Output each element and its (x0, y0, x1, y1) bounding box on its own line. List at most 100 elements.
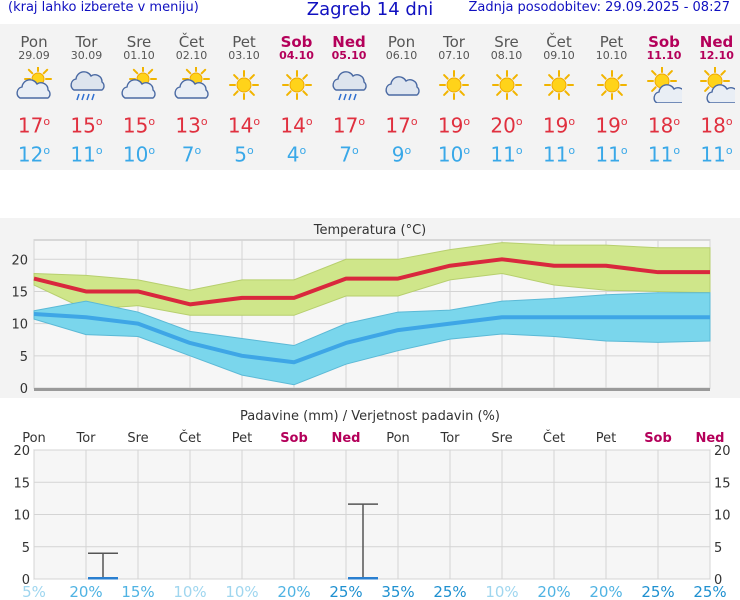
day-name: Sob (648, 33, 680, 51)
x-tick-label: Sob (280, 431, 308, 446)
precip-probability: 15% (121, 583, 154, 600)
day-column: Tor 07.10 19o 10o (428, 24, 480, 165)
day-date: 10.10 (595, 49, 628, 62)
y-tick-label: 15 (11, 285, 28, 300)
sun-icon (229, 70, 259, 100)
x-tick-label: Ned (695, 431, 724, 446)
day-column: Pet 10.10 19o 11o (586, 24, 638, 165)
y-tick-label: 5 (20, 350, 28, 365)
y-tick-label: 10 (13, 509, 30, 524)
min-temp: 10o (122, 142, 156, 167)
day-date: 03.10 (228, 49, 260, 62)
day-name: Ned (332, 33, 366, 51)
min-temp: 11o (647, 142, 681, 167)
x-tick-label: Čet (543, 430, 565, 446)
day-name: Tor (75, 33, 98, 51)
chart-title: Padavine (mm) / Verjetnost padavin (%) (240, 409, 500, 424)
precip-probability: 20% (69, 583, 102, 600)
min-temp: 11o (70, 142, 103, 167)
max-temp-line (33, 257, 710, 307)
day-name: Sob (280, 33, 313, 51)
day-name: Pon (387, 33, 416, 51)
chart-title: Temperatura (°C) (313, 223, 426, 238)
x-axis-bar (34, 388, 710, 391)
day-date: 29.09 (18, 49, 50, 62)
day-date: 30.09 (70, 49, 103, 62)
precip-probability: 25% (693, 583, 726, 600)
day-date: 09.10 (543, 49, 575, 62)
min-temp: 11o (490, 142, 523, 167)
max-temp: 13o (175, 113, 208, 138)
min-temp: 7o (181, 142, 202, 167)
forecast-panel: Pon 29.09 17o 12o Tor 30.09 15o 11o Sre 01.10 15o 1… (0, 24, 740, 170)
day-date: 01.10 (123, 49, 155, 62)
cloud-sun-icon (16, 67, 52, 99)
y-tick-label: 20 (13, 444, 30, 459)
day-date: 06.10 (385, 49, 418, 62)
precip-probability: 20% (537, 583, 570, 600)
day-name: Tor (443, 33, 465, 51)
sun-icon (544, 70, 574, 100)
day-name: Čet (546, 33, 572, 51)
x-tick-label: Čet (179, 430, 201, 446)
day-column: Sre 01.10 15o 10o (113, 24, 165, 165)
min-temp: 7o (339, 142, 359, 167)
day-column: Čet 02.10 13o 7o (166, 24, 218, 165)
page-title: Zagreb 14 dni (306, 0, 434, 20)
precip-bar (88, 577, 118, 580)
y-tick-label-right: 5 (714, 541, 722, 556)
max-temp: 18o (647, 113, 681, 138)
y-tick-label: 5 (22, 541, 30, 556)
y-tick-label: 20 (11, 253, 28, 268)
min-temp: 11o (542, 142, 576, 167)
cloud-rain-icon (332, 71, 367, 101)
last-update-text: Zadnja posodobitev: 29.09.2025 - 08:27 (468, 0, 730, 15)
x-tick-label: Tor (75, 431, 96, 446)
max-temp: 19o (437, 113, 471, 138)
location-menu-note: (kraj lahko izberete v meniju) (8, 0, 199, 15)
precip-probability: 20% (277, 583, 310, 600)
y-tick-label: 0 (22, 573, 30, 588)
y-tick-label-right: 0 (714, 573, 722, 588)
cloud-rain-icon (69, 71, 105, 101)
cloud-sun-icon (121, 67, 157, 99)
day-column: Pon 06.10 17o 9o (376, 24, 428, 165)
max-temp: 20o (490, 113, 523, 138)
max-temp: 17o (385, 113, 418, 138)
y-tick-label: 10 (11, 318, 28, 333)
cloud-icon (384, 76, 420, 96)
precip-probability: 10% (225, 583, 258, 600)
day-name: Pon (20, 33, 48, 51)
precip-probability: 25% (641, 583, 674, 600)
x-tick-label: Sob (644, 431, 672, 446)
max-temp: 15o (122, 113, 156, 138)
max-temp: 18o (700, 113, 733, 138)
min-temp: 11o (700, 142, 733, 167)
precip-probability: 25% (433, 583, 466, 600)
max-temp: 15o (70, 113, 103, 138)
sun-cloud-icon (647, 67, 682, 103)
min-temp: 5o (234, 142, 254, 167)
max-temp: 14o (227, 113, 261, 138)
min-temp: 10o (437, 142, 471, 167)
y-tick-label-right: 15 (714, 476, 731, 491)
day-name: Sre (126, 33, 152, 51)
day-column: Sre 08.10 20o 11o (481, 24, 533, 165)
sun-cloud-icon (699, 67, 735, 103)
max-temp: 14o (280, 113, 313, 138)
sun-icon (281, 70, 312, 100)
precip-probability: 20% (589, 583, 622, 600)
day-date: 07.10 (438, 49, 470, 62)
day-date: 02.10 (175, 49, 208, 62)
y-tick-label: 0 (20, 382, 28, 397)
x-tick-label: Ned (331, 431, 360, 446)
x-tick-label: Pet (232, 431, 252, 446)
day-column: Pon 29.09 17o 12o (8, 24, 60, 165)
precip-probability: 25% (329, 583, 362, 600)
min-temp-line (33, 312, 710, 365)
day-name: Ned (699, 33, 734, 51)
precip-probability: 35% (381, 583, 414, 600)
precipitation-chart: Padavine (mm) / Verjetnost padavin (%) Po… (13, 409, 731, 600)
day-date: 05.10 (331, 49, 367, 62)
min-temp: 9o (391, 142, 412, 167)
